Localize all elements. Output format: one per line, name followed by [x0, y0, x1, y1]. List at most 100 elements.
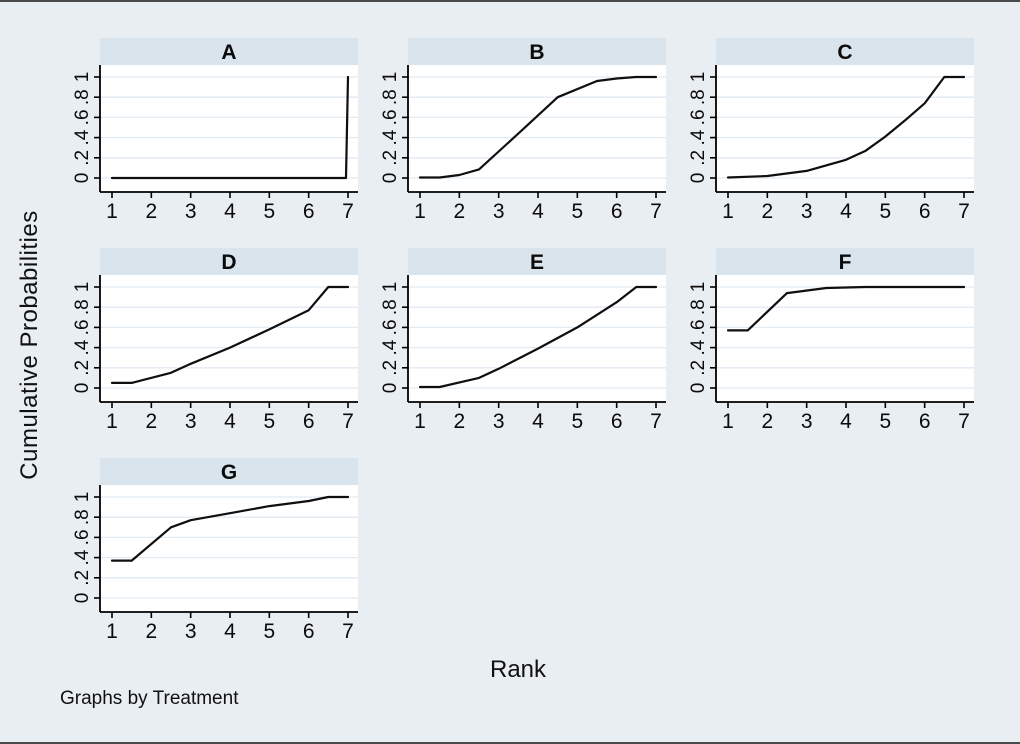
x-tick-label: 7	[650, 410, 662, 429]
panel-c: C 0 .2 .4 .6 .8 1 1 2 3 4 5 6 7	[678, 38, 974, 219]
y-tick-label: 0	[72, 593, 93, 604]
y-tick-label: .2	[688, 150, 709, 166]
cumulative-curve	[726, 285, 966, 332]
panel-title: G	[221, 461, 237, 484]
y-tick-label: 1	[380, 282, 401, 293]
y-tick-label: .6	[688, 319, 709, 335]
x-tick-label: 1	[722, 410, 734, 429]
panel-header	[100, 458, 358, 485]
x-tick-label: 2	[453, 410, 465, 429]
panel-b: B 0 .2 .4 .6 .8 1 1 2 3 4 5 6 7	[370, 38, 666, 219]
x-tick-label: 2	[453, 200, 465, 219]
y-tick-label: 1	[72, 72, 93, 83]
x-tick-label: 6	[919, 410, 931, 429]
y-tick-label: .6	[72, 319, 93, 335]
x-tick-label: 7	[958, 200, 970, 219]
panel-f-chart: F 0 .2 .4 .6 .8 1 1 2 3 4 5 6 7	[688, 248, 974, 429]
y-tick-label: 0	[72, 383, 93, 394]
y-tick-label: .6	[72, 529, 93, 545]
panel-d: D 0 .2 .4 .6 .8 1 1 2 3 4 5 6 7	[62, 248, 358, 429]
y-tick-label: 1	[380, 72, 401, 83]
plot-area	[100, 275, 358, 402]
x-tick-label: 6	[303, 200, 315, 219]
x-tick-label: 6	[919, 200, 931, 219]
figure-top-border	[0, 0, 1020, 2]
x-tick-label: 2	[761, 410, 773, 429]
y-tick-label: .8	[688, 89, 709, 105]
x-tick-label: 7	[342, 200, 354, 219]
plot-area	[716, 65, 974, 192]
by-treatment-note: Graphs by Treatment	[60, 688, 239, 709]
x-tick-label: 4	[840, 410, 852, 429]
y-tick-label: .4	[380, 339, 401, 355]
x-tick-label: 1	[106, 620, 118, 639]
y-tick-label: .6	[380, 109, 401, 125]
x-tick-label: 5	[263, 410, 275, 429]
x-tick-label: 3	[185, 410, 197, 429]
y-tick-label: .8	[72, 89, 93, 105]
y-axis-title: Cumulative Probabilities	[16, 210, 43, 480]
cumulative-curve	[418, 285, 658, 389]
y-tick-label: .2	[72, 360, 93, 376]
panel-g-chart: G 0 .2 .4 .6 .8 1 1 2 3 4 5 6 7	[72, 458, 358, 639]
x-tick-label: 3	[185, 200, 197, 219]
panel-header	[716, 248, 974, 275]
panel-b-chart: B 0 .2 .4 .6 .8 1 1 2 3 4 5 6 7	[380, 38, 666, 219]
x-tick-label: 3	[185, 620, 197, 639]
y-tick-label: 1	[72, 492, 93, 503]
y-tick-label: .8	[72, 299, 93, 315]
y-tick-label: 0	[380, 383, 401, 394]
y-tick-label: 0	[688, 383, 709, 394]
x-tick-label: 4	[224, 200, 236, 219]
cumulative-curve	[110, 495, 350, 562]
plot-area	[408, 65, 666, 192]
x-tick-label: 7	[342, 620, 354, 639]
plot-area	[100, 65, 358, 192]
cumulative-curve	[726, 75, 966, 179]
x-axis-title: Rank	[489, 656, 547, 683]
y-tick-label: .4	[380, 129, 401, 145]
y-tick-label: .2	[72, 570, 93, 586]
x-tick-label: 3	[493, 410, 505, 429]
panel-title: B	[529, 41, 544, 64]
y-tick-label: 1	[688, 72, 709, 83]
cumulative-curve	[418, 75, 658, 179]
panel-c-chart: C 0 .2 .4 .6 .8 1 1 2 3 4 5 6 7	[688, 38, 974, 219]
panel-title: C	[837, 41, 852, 64]
x-tick-label: 2	[145, 200, 157, 219]
x-tick-label: 5	[879, 200, 891, 219]
x-tick-label: 4	[840, 200, 852, 219]
x-tick-label: 2	[761, 200, 773, 219]
y-tick-label: .2	[380, 360, 401, 376]
x-tick-label: 7	[958, 410, 970, 429]
y-tick-label: 0	[688, 173, 709, 184]
y-tick-label: .8	[688, 299, 709, 315]
x-tick-label: 1	[106, 200, 118, 219]
x-tick-label: 5	[263, 620, 275, 639]
y-tick-label: .2	[380, 150, 401, 166]
panel-title: E	[530, 251, 544, 274]
x-tick-label: 5	[571, 200, 583, 219]
y-tick-label: .4	[72, 549, 93, 565]
panel-header	[408, 38, 666, 65]
y-tick-label: .6	[72, 109, 93, 125]
panel-title: A	[221, 41, 236, 64]
panel-d-chart: D 0 .2 .4 .6 .8 1 1 2 3 4 5 6 7	[72, 248, 358, 429]
panel-g: G 0 .2 .4 .6 .8 1 1 2 3 4 5 6 7	[62, 458, 358, 639]
y-tick-label: .8	[380, 299, 401, 315]
y-tick-label: 1	[688, 282, 709, 293]
x-tick-label: 7	[650, 200, 662, 219]
y-tick-label: .2	[72, 150, 93, 166]
panel-title: F	[839, 251, 852, 274]
x-tick-label: 3	[801, 200, 813, 219]
panel-title: D	[221, 251, 236, 274]
panel-header	[716, 38, 974, 65]
y-tick-label: .4	[688, 339, 709, 355]
x-tick-label: 4	[532, 200, 544, 219]
panel-f: F 0 .2 .4 .6 .8 1 1 2 3 4 5 6 7	[678, 248, 974, 429]
panels-grid: A 0 .2 .4 .6 .8 1 1 2 3 4 5 6 7 B 0 .2 .4 .6 .8 1 1 2 3 4 5 6 7 C 0 .2…	[62, 38, 974, 639]
x-tick-label: 7	[342, 410, 354, 429]
x-tick-label: 6	[611, 200, 623, 219]
x-tick-label: 4	[224, 620, 236, 639]
y-tick-label: .8	[72, 509, 93, 525]
